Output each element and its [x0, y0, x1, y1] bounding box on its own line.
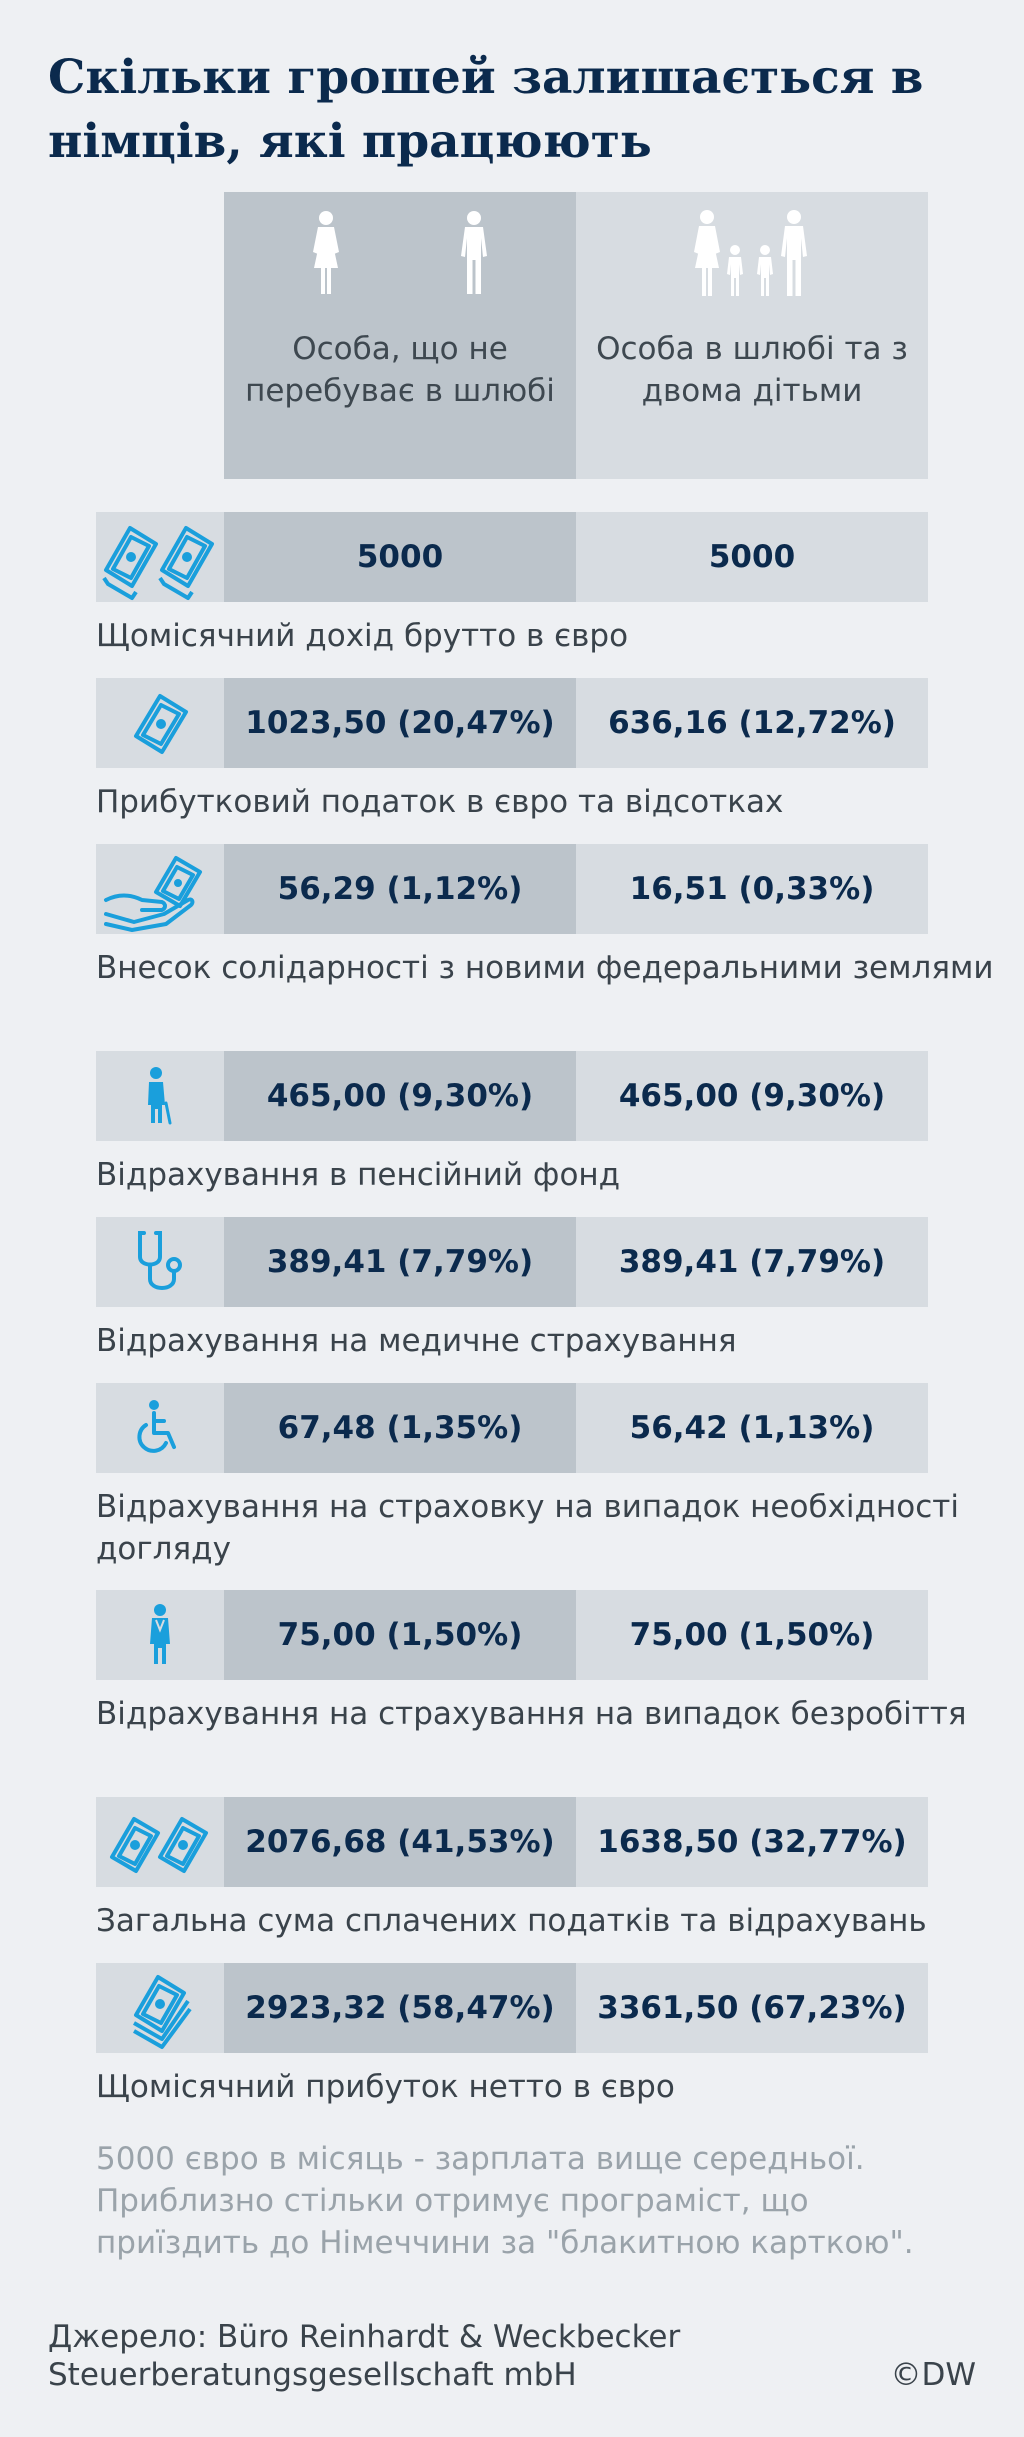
row-label: Відрахування на страхування на випадок б… — [96, 1696, 967, 1732]
value-family: 3361,50 (67,23%) — [576, 1963, 928, 2053]
page-title: Скільки грошей залишається в німців, які… — [48, 50, 924, 169]
value-single: 389,41 (7,79%) — [224, 1217, 576, 1307]
value-family: 465,00 (9,30%) — [576, 1051, 928, 1141]
value-single: 5000 — [224, 512, 576, 602]
banknote-icon — [134, 694, 188, 754]
single-man-icon — [461, 211, 487, 294]
value-family: 389,41 (7,79%) — [576, 1217, 928, 1307]
single-woman-icon — [313, 211, 339, 294]
column-header-single: Особа, що не перебуває в шлюбі — [224, 192, 576, 479]
row-label: Щомісячний дохід брутто в євро — [96, 618, 629, 654]
value-single: 465,00 (9,30%) — [224, 1051, 576, 1141]
banknotes-icon — [110, 1817, 208, 1873]
wheelchair-icon — [137, 1400, 176, 1453]
source-line: Джерело: Büro Reinhardt & Weckbecker — [48, 2319, 681, 2355]
column-header-family: Особа в шлюбі та з двома дітьми — [576, 192, 928, 479]
footnote: 5000 євро в місяць - зарплата вище серед… — [96, 2141, 914, 2261]
worker-icon — [150, 1604, 170, 1664]
value-family: 636,16 (12,72%) — [576, 678, 928, 768]
source: Джерело: Büro Reinhardt & Weckbecker Ste… — [48, 2318, 848, 2394]
row-label: Відрахування на страховку на випадок нео… — [96, 1489, 959, 1567]
value-single: 2923,32 (58,47%) — [224, 1963, 576, 2053]
value-single: 75,00 (1,50%) — [224, 1590, 576, 1680]
stethoscope-icon — [138, 1231, 182, 1290]
value-family: 75,00 (1,50%) — [576, 1590, 928, 1680]
value-family: 56,42 (1,13%) — [576, 1383, 928, 1473]
row-label: Щомісячний прибуток нетто в євро — [96, 2069, 675, 2105]
elderly-person-icon — [148, 1067, 172, 1125]
row-label: Відрахування на медичне страхування — [96, 1323, 737, 1359]
value-single: 1023,50 (20,47%) — [224, 678, 576, 768]
value-single: 2076,68 (41,53%) — [224, 1797, 576, 1887]
row-label: Прибутковий податок в євро та відсотках — [96, 784, 784, 820]
value-single: 67,48 (1,35%) — [224, 1383, 576, 1473]
credit: ©DW — [890, 2357, 976, 2393]
value-family: 1638,50 (32,77%) — [576, 1797, 928, 1887]
row-label: Внесок солідарності з новими федеральним… — [96, 950, 994, 986]
column-header-single-label: Особа, що не перебуває в шлюбі — [245, 331, 555, 409]
value-family: 5000 — [576, 512, 928, 602]
banknotes-icon — [102, 526, 214, 600]
row-label: Відрахування в пенсійний фонд — [96, 1157, 621, 1193]
row-label: Загальна сума сплачених податків та відр… — [96, 1903, 927, 1939]
hand-money-icon — [104, 856, 202, 932]
family-icon — [694, 210, 807, 296]
source-line: Steuerberatungsgesellschaft mbH — [48, 2357, 577, 2393]
column-header-family-label: Особа в шлюбі та з двома дітьми — [596, 331, 908, 409]
value-family: 16,51 (0,33%) — [576, 844, 928, 934]
value-single: 56,29 (1,12%) — [224, 844, 576, 934]
banknote-stack-icon — [133, 1975, 192, 2049]
